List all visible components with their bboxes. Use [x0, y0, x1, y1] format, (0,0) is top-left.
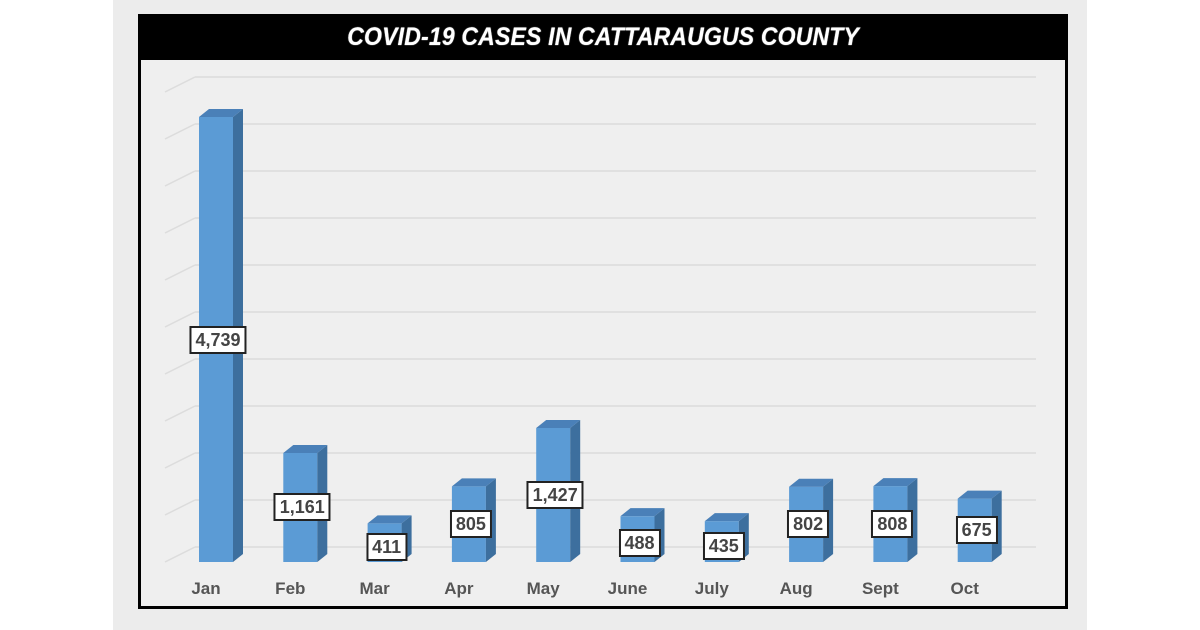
gridlines — [164, 76, 1036, 563]
chart-title-bar: COVID-19 CASES IN CATTARAUGUS COUNTY — [138, 14, 1068, 61]
category-label: July — [694, 579, 729, 598]
value-label: 4,739 — [189, 326, 247, 354]
category-label: Jan — [191, 579, 221, 598]
value-label: 435 — [702, 531, 745, 560]
category-label: June — [607, 579, 648, 598]
value-label: 411 — [366, 532, 408, 561]
value-label: 808 — [871, 510, 914, 539]
category-label: Sept — [861, 579, 899, 598]
category-label: Aug — [779, 579, 813, 598]
category-label: Feb — [275, 579, 306, 598]
chart-title: COVID-19 CASES IN CATTARAUGUS COUNTY — [347, 23, 859, 51]
category-label: May — [526, 579, 560, 598]
category-label: Apr — [444, 579, 474, 598]
value-label: 1,427 — [526, 481, 584, 509]
category-label: Mar — [359, 579, 390, 598]
value-label: 1,161 — [273, 493, 331, 522]
value-label: 675 — [955, 516, 998, 545]
value-label: 488 — [618, 529, 661, 558]
value-label: 802 — [787, 510, 830, 539]
value-label: 805 — [449, 510, 492, 539]
category-label: Oct — [950, 579, 979, 598]
